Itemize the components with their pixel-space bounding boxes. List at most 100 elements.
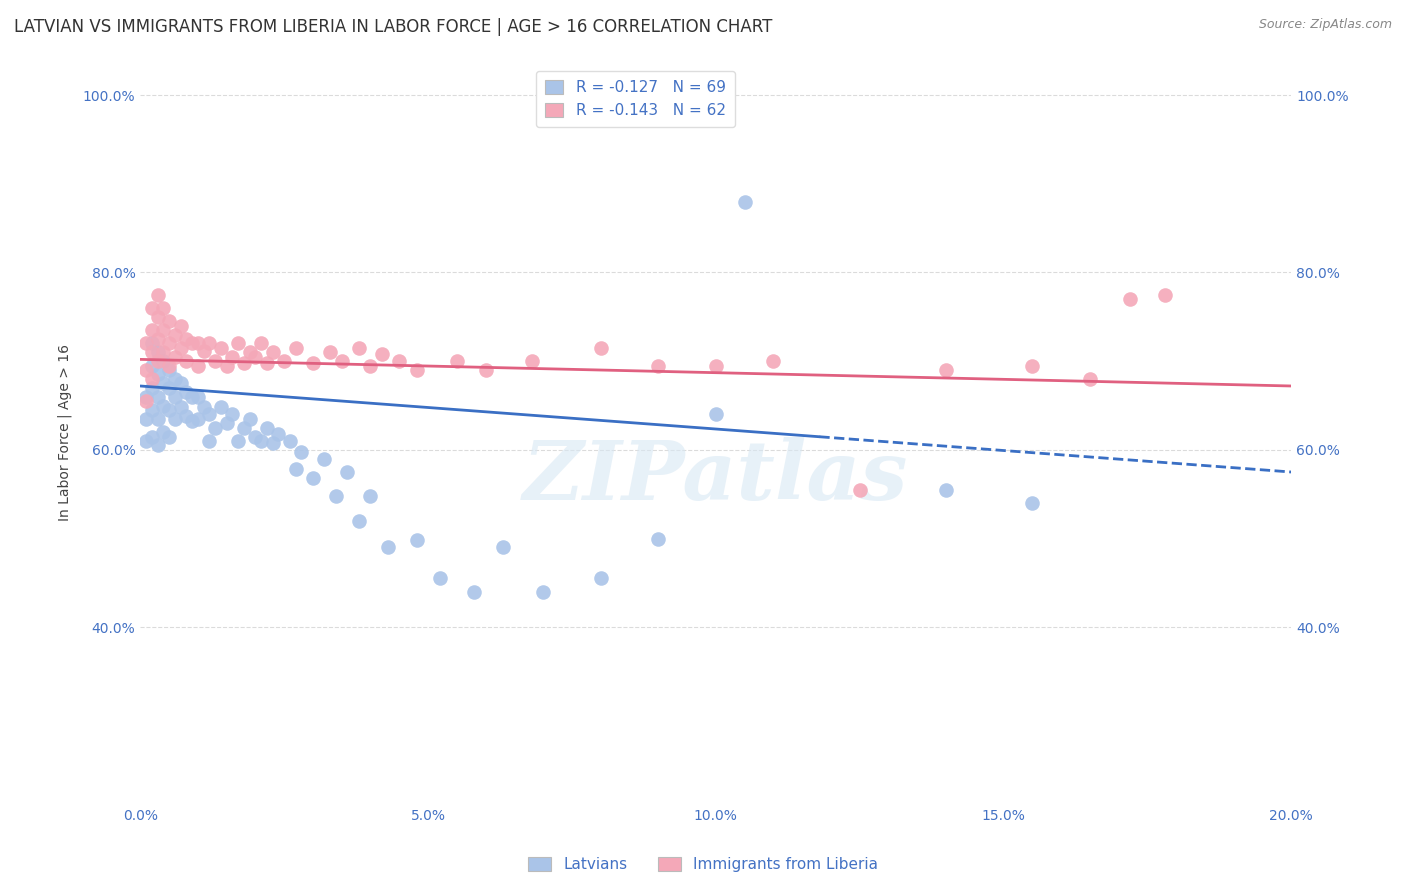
Point [935, 363, 957, 377]
Point [146, 354, 169, 368]
Point [135, 390, 157, 404]
Point [325, 489, 347, 503]
Point [141, 336, 163, 351]
Point [848, 483, 870, 497]
Point [284, 341, 307, 355]
Point [314, 451, 336, 466]
Point [169, 341, 191, 355]
Point [157, 336, 180, 351]
Point [146, 368, 169, 382]
Point [935, 483, 957, 497]
Point [198, 434, 221, 448]
Point [245, 429, 267, 443]
Point [377, 541, 399, 555]
Point [176, 332, 198, 346]
Point [157, 429, 180, 443]
Point [163, 412, 186, 426]
Point [589, 341, 612, 355]
Point [371, 347, 394, 361]
Point [152, 354, 174, 368]
Point [463, 584, 485, 599]
Point [163, 390, 186, 404]
Point [146, 332, 169, 346]
Point [429, 571, 451, 585]
Point [169, 401, 191, 415]
Point [232, 356, 254, 370]
Point [302, 356, 325, 370]
Point [1021, 359, 1043, 373]
Point [187, 390, 209, 404]
Point [152, 425, 174, 439]
Point [141, 381, 163, 395]
Point [734, 194, 756, 209]
Point [141, 345, 163, 359]
Point [250, 336, 273, 351]
Point [146, 345, 169, 359]
Point [520, 354, 543, 368]
Point [239, 345, 262, 359]
Point [204, 420, 226, 434]
Point [232, 420, 254, 434]
Point [1021, 496, 1043, 510]
Point [176, 409, 198, 424]
Text: LATVIAN VS IMMIGRANTS FROM LIBERIA IN LABOR FORCE | AGE > 16 CORRELATION CHART: LATVIAN VS IMMIGRANTS FROM LIBERIA IN LA… [14, 18, 772, 36]
Point [187, 412, 209, 426]
Point [157, 403, 180, 417]
Point [1119, 292, 1142, 306]
Point [135, 336, 157, 351]
Point [239, 412, 262, 426]
Point [163, 327, 186, 342]
Point [141, 429, 163, 443]
Point [163, 350, 186, 364]
Point [215, 416, 238, 430]
Text: ZIPatlas: ZIPatlas [523, 437, 908, 516]
Point [157, 363, 180, 377]
Point [589, 571, 612, 585]
Point [704, 408, 727, 422]
Point [290, 444, 312, 458]
Point [181, 390, 204, 404]
Point [135, 363, 157, 377]
Point [267, 426, 290, 441]
Point [256, 420, 278, 434]
Y-axis label: In Labor Force | Age > 16: In Labor Force | Age > 16 [58, 343, 72, 521]
Point [209, 341, 232, 355]
Point [141, 323, 163, 337]
Point [152, 399, 174, 413]
Point [169, 318, 191, 333]
Point [198, 336, 221, 351]
Point [141, 359, 163, 373]
Point [347, 341, 370, 355]
Point [152, 376, 174, 391]
Point [141, 403, 163, 417]
Point [273, 354, 295, 368]
Point [388, 354, 411, 368]
Point [146, 310, 169, 324]
Point [157, 359, 180, 373]
Point [209, 401, 232, 415]
Point [135, 412, 157, 426]
Point [141, 372, 163, 386]
Point [284, 462, 307, 476]
Point [152, 345, 174, 359]
Point [336, 465, 359, 479]
Point [262, 345, 284, 359]
Point [152, 301, 174, 315]
Point [1078, 372, 1101, 386]
Point [135, 394, 157, 409]
Legend: Latvians, Immigrants from Liberia: Latvians, Immigrants from Liberia [520, 849, 886, 880]
Point [141, 301, 163, 315]
Point [221, 408, 243, 422]
Point [176, 354, 198, 368]
Point [302, 471, 325, 485]
Point [215, 359, 238, 373]
Point [226, 336, 249, 351]
Point [647, 532, 669, 546]
Point [256, 356, 278, 370]
Point [330, 354, 353, 368]
Point [204, 354, 226, 368]
Point [187, 336, 209, 351]
Point [405, 363, 427, 377]
Point [762, 354, 785, 368]
Point [319, 345, 342, 359]
